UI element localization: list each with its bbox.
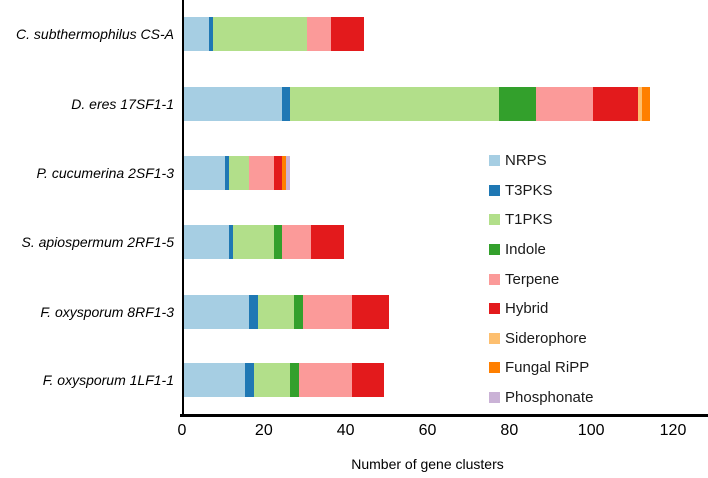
bar-segment-hybrid	[351, 363, 385, 397]
bar-segment-terpene	[249, 156, 274, 190]
x-tick-label: 0	[177, 422, 187, 439]
legend-item-siderophore: Siderophore	[489, 324, 593, 354]
legend-item-terpene: Terpene	[489, 264, 593, 294]
bar-segment-hybrid	[331, 17, 365, 51]
bar-f-oxysporum-8rf1-3	[184, 295, 675, 329]
bar-segment-hybrid	[351, 295, 389, 329]
legend-label: T1PKS	[505, 211, 553, 229]
legend: NRPS T3PKS T1PKS Indole Terpene Hybrid Siderop…	[489, 146, 593, 412]
bar-segment-nrps	[184, 225, 229, 259]
category-label: C. subthermophilus CS-A	[16, 26, 174, 42]
bar-d-eres-17sf1-1	[184, 87, 675, 121]
bar-segment-t3pks	[224, 156, 229, 190]
x-tick-label: 120	[659, 422, 687, 439]
bar-segment-t1pks	[257, 295, 295, 329]
bar-segment-terpene	[302, 295, 352, 329]
bar-segment-t3pks	[245, 363, 254, 397]
legend-item-t1pks: T1PKS	[489, 205, 593, 235]
legend-swatch-icon	[489, 155, 500, 167]
bar-segment-phosphonate	[286, 156, 291, 190]
bar-segment-hybrid	[274, 156, 283, 190]
legend-swatch-icon	[489, 362, 500, 374]
bar-c-subthermophilus-cs-a	[184, 17, 675, 51]
bar-segment-t3pks	[249, 295, 258, 329]
legend-label: Indole	[505, 241, 546, 259]
bar-f-oxysporum-1lf1-1	[184, 363, 675, 397]
bar-segment-hybrid	[310, 225, 344, 259]
bar-segment-t3pks	[208, 17, 213, 51]
x-tick-label: 20	[254, 422, 273, 439]
bar-segment-terpene	[282, 225, 311, 259]
legend-label: Fungal RiPP	[505, 359, 590, 377]
bar-segment-t3pks	[282, 87, 291, 121]
bar-segment-t1pks	[253, 363, 291, 397]
bar-segment-nrps	[184, 87, 283, 121]
legend-label: Phosphonate	[505, 389, 594, 407]
x-tick-label: 100	[577, 422, 605, 439]
x-tick-label: 60	[418, 422, 437, 439]
legend-item-phosphonate: Phosphonate	[489, 383, 593, 413]
category-label: F. oxysporum 1LF1-1	[42, 372, 174, 388]
bar-segment-indole	[294, 295, 303, 329]
legend-item-nrps: NRPS	[489, 146, 593, 176]
bar-segment-t3pks	[229, 225, 234, 259]
x-tick-label: 80	[500, 422, 519, 439]
bar-segment-t1pks	[229, 156, 250, 190]
legend-swatch-icon	[489, 184, 500, 196]
legend-item-hybrid: Hybrid	[489, 294, 593, 324]
legend-label: Terpene	[505, 270, 560, 288]
bar-segment-nrps	[184, 17, 209, 51]
bar-segment-t1pks	[233, 225, 274, 259]
legend-swatch-icon	[489, 214, 500, 226]
legend-item-indole: Indole	[489, 235, 593, 265]
plot-area	[182, 0, 675, 415]
legend-label: Siderophore	[505, 329, 587, 347]
legend-swatch-icon	[489, 273, 500, 285]
bar-s-apiospermum-2rf1-5	[184, 225, 675, 259]
legend-item-fungal-ripp: Fungal RiPP	[489, 353, 593, 383]
legend-label: Hybrid	[505, 300, 549, 318]
x-axis-title: Number of gene clusters	[351, 456, 504, 472]
legend-swatch-icon	[489, 332, 500, 344]
bar-segment-indole	[290, 363, 299, 397]
legend-label: T3PKS	[505, 181, 553, 199]
category-label: D. eres 17SF1-1	[71, 96, 174, 112]
category-label: P. cucumerina 2SF1-3	[36, 165, 174, 181]
legend-swatch-icon	[489, 303, 500, 315]
bar-p-cucumerina-2sf1-3	[184, 156, 675, 190]
legend-item-t3pks: T3PKS	[489, 176, 593, 206]
bar-segment-indole	[274, 225, 283, 259]
bar-segment-nrps	[184, 156, 225, 190]
bar-segment-nrps	[184, 363, 246, 397]
bar-segment-terpene	[298, 363, 352, 397]
category-label: F. oxysporum 8RF1-3	[40, 304, 174, 320]
bar-segment-fungal-ripp	[642, 87, 651, 121]
bar-segment-t1pks	[212, 17, 307, 51]
bar-segment-siderophore	[638, 87, 643, 121]
bar-segment-nrps	[184, 295, 250, 329]
bar-segment-terpene	[535, 87, 594, 121]
bar-segment-terpene	[306, 17, 332, 51]
category-label: S. apiospermum 2RF1-5	[21, 234, 174, 250]
x-tick-label: 40	[336, 422, 355, 439]
bar-segment-fungal-ripp	[282, 156, 287, 190]
legend-swatch-icon	[489, 392, 500, 404]
x-axis-line	[180, 414, 708, 417]
legend-swatch-icon	[489, 244, 500, 256]
bar-segment-indole	[499, 87, 536, 121]
legend-label: NRPS	[505, 152, 547, 170]
bar-segment-t1pks	[290, 87, 500, 121]
bar-segment-hybrid	[593, 87, 639, 121]
